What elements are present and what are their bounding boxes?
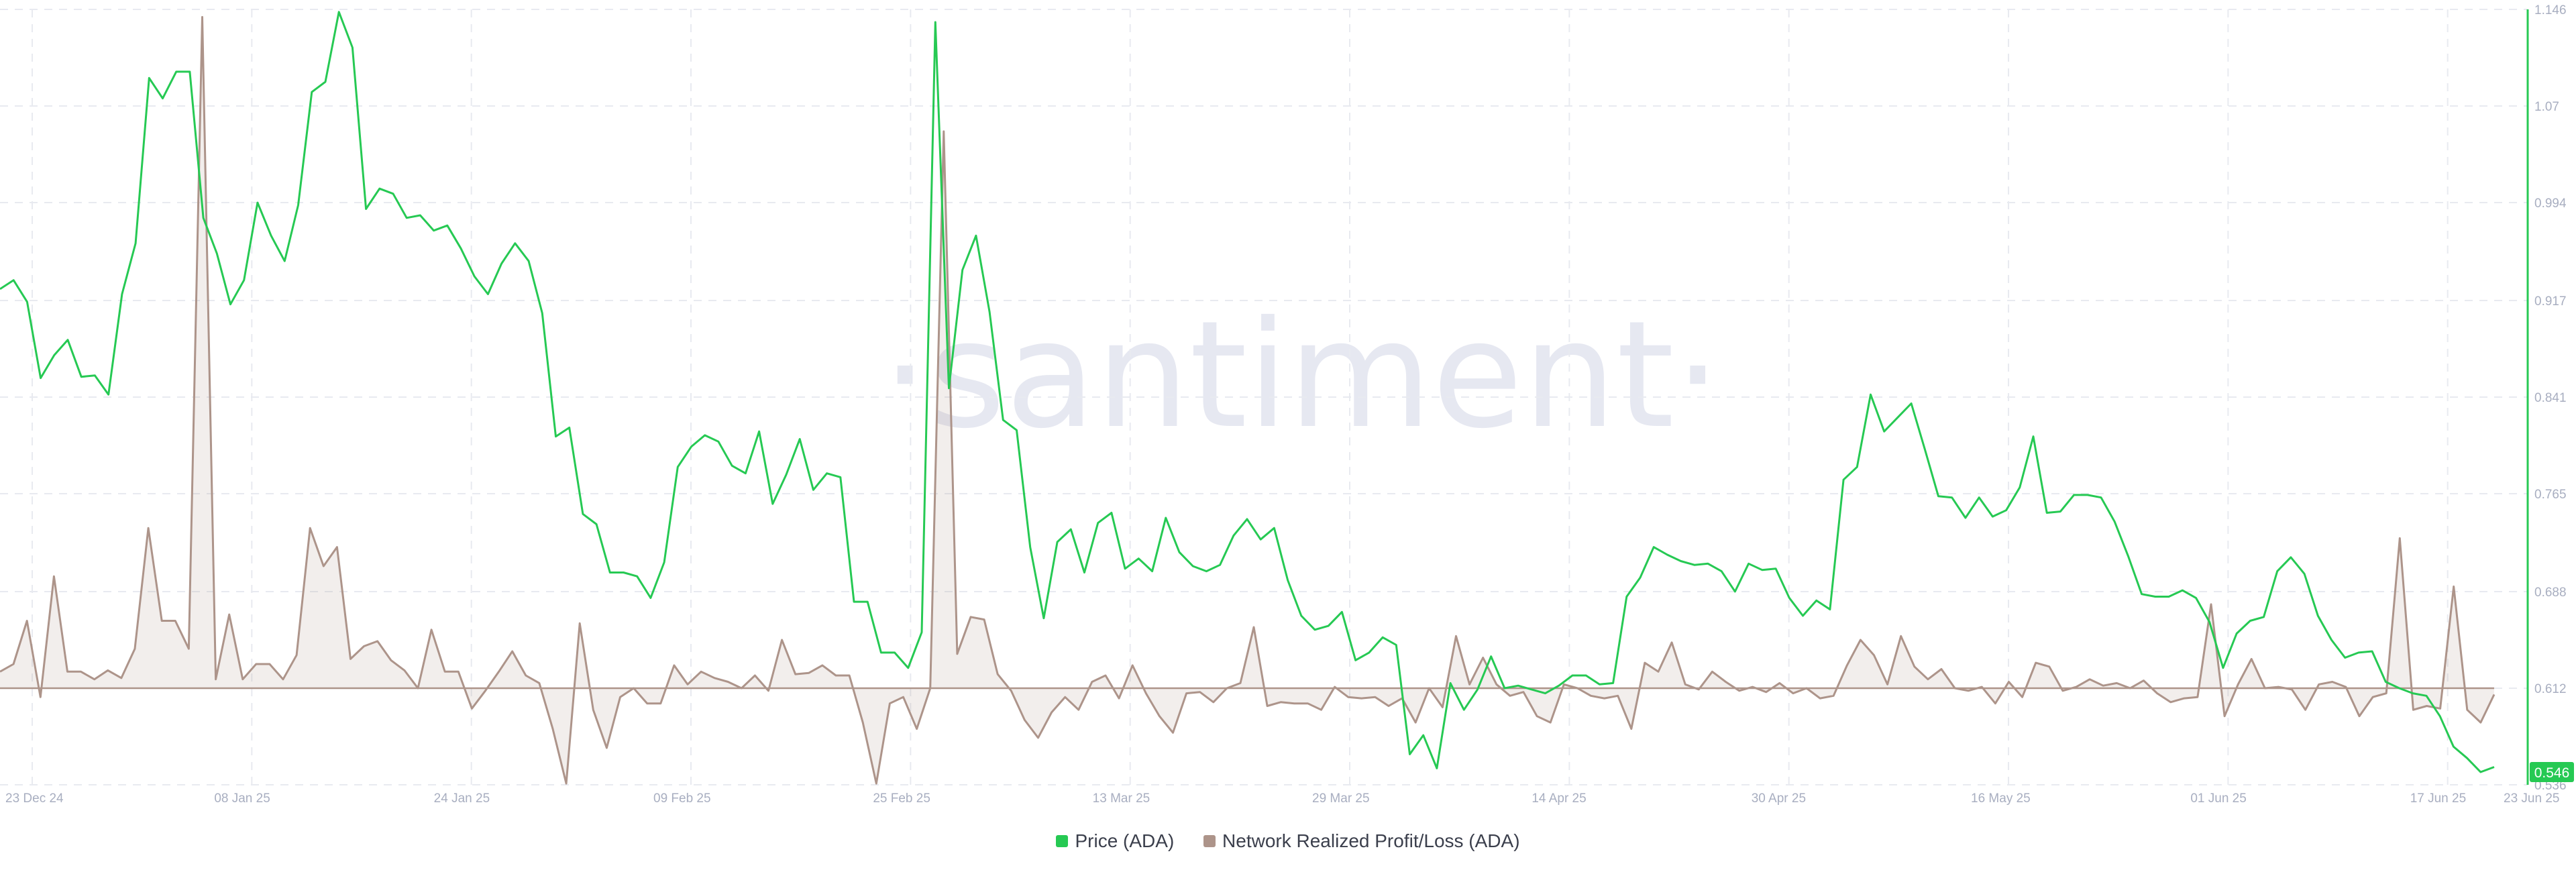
legend-label-price: Price (ADA) <box>1075 830 1175 851</box>
price-series <box>0 11 2495 773</box>
legend-label-pnl: Network Realized Profit/Loss (ADA) <box>1222 830 1520 851</box>
y-tick-label: 0.536 <box>2534 779 2567 793</box>
x-tick-label: 30 Apr 25 <box>1752 792 1806 806</box>
y-tick-label: 0.917 <box>2534 294 2567 309</box>
x-tick-label: 13 Mar 25 <box>1093 792 1150 806</box>
x-tick-label: 23 Jun 25 <box>2504 792 2559 806</box>
y-tick-label: 0.841 <box>2534 391 2567 405</box>
y-tick-label: 0.688 <box>2534 586 2567 600</box>
current-price-badge <box>2530 762 2574 783</box>
x-tick-label: 01 Jun 25 <box>2190 792 2246 806</box>
pnl-swatch-icon <box>1203 835 1216 847</box>
network-realized-pnl-series <box>0 15 2496 785</box>
price-swatch-icon <box>1056 835 1069 847</box>
x-tick-label: 23 Dec 24 <box>5 792 64 806</box>
x-tick-label: 24 Jan 25 <box>434 792 490 806</box>
legend-item-pnl[interactable]: Network Realized Profit/Loss (ADA) <box>1203 830 1520 852</box>
y-tick-label: 0.994 <box>2534 197 2567 211</box>
x-tick-label: 09 Feb 25 <box>653 792 711 806</box>
y-tick-label: 0.612 <box>2534 682 2567 696</box>
santiment-watermark: ·santiment· <box>881 289 1721 461</box>
axes: 1.146 1.07 0.994 0.917 0.841 0.765 0.688 0.612 0… <box>5 3 2574 806</box>
x-tick-label: 29 Mar 25 <box>1312 792 1370 806</box>
y-tick-label: 0.765 <box>2534 488 2567 502</box>
price-line <box>0 11 2495 773</box>
x-tick-label: 08 Jan 25 <box>214 792 270 806</box>
y-tick-label: 1.146 <box>2534 3 2567 17</box>
pnl-line <box>0 15 2496 785</box>
legend-item-price[interactable]: Price (ADA) <box>1056 830 1174 852</box>
current-price-label: 0.546 <box>2534 765 2570 781</box>
x-tick-label: 25 Feb 25 <box>873 792 930 806</box>
y-tick-label: 1.07 <box>2534 100 2559 114</box>
legend: Price (ADA) Network Realized Profit/Loss… <box>0 830 2576 852</box>
x-tick-label: 16 May 25 <box>1971 792 2031 806</box>
x-tick-label: 14 Apr 25 <box>1532 792 1586 806</box>
x-tick-label: 17 Jun 25 <box>2410 792 2466 806</box>
